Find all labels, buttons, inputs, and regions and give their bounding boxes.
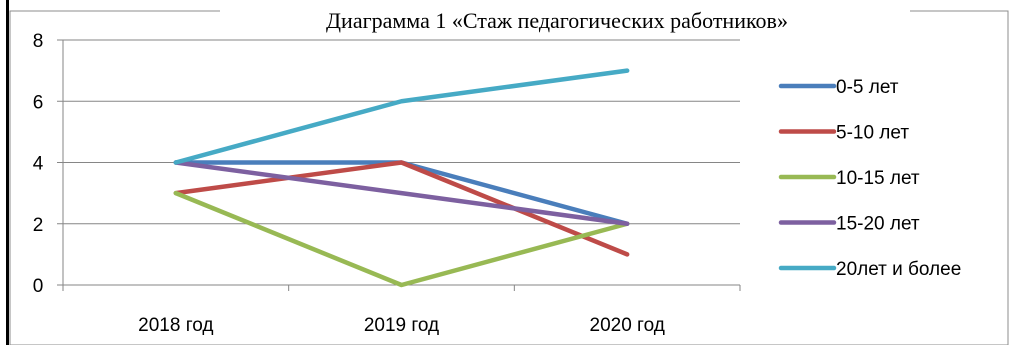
y-tick-label: 6 <box>33 92 44 113</box>
page-left-rule <box>6 0 9 345</box>
legend: 0-5 лет 5-10 лет 10-15 лет 15-20 лет 20лет и… <box>778 77 961 280</box>
x-tick-label: 2019 год <box>364 315 439 336</box>
y-tick-label: 8 <box>33 31 44 52</box>
legend-label: 20лет и более <box>836 259 961 280</box>
y-tick-label: 2 <box>33 215 44 236</box>
legend-label: 15-20 лет <box>836 214 920 235</box>
legend-label: 10-15 лет <box>836 168 920 189</box>
chart-title: Диаграмма 1 «Стаж педагогических работни… <box>326 8 788 33</box>
series-lines <box>173 68 630 288</box>
axes <box>62 40 741 291</box>
y-tick-label: 0 <box>33 276 44 297</box>
x-tick-labels: 2018 год 2019 год 2020 год <box>138 315 665 336</box>
title-mask <box>220 2 910 36</box>
x-tick-label: 2018 год <box>138 315 213 336</box>
y-tick-label: 4 <box>33 154 44 175</box>
legend-label: 0-5 лет <box>836 77 899 98</box>
y-tick-labels: 0 2 4 6 8 <box>33 31 44 297</box>
legend-label: 5-10 лет <box>836 123 909 144</box>
series-line-5 <box>173 68 630 165</box>
x-tick-label: 2020 год <box>590 315 665 336</box>
